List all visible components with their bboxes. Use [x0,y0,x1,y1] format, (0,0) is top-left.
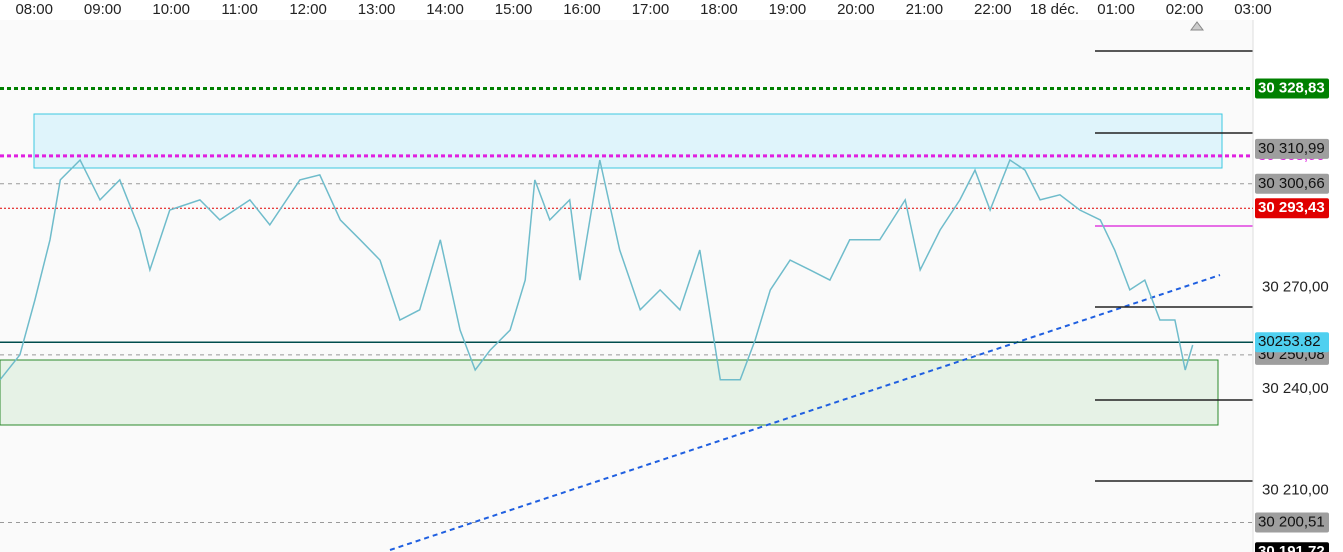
x-tick-label: 18 déc. [1030,1,1079,18]
level-label: 30 293,43 [1258,199,1325,216]
level-label-box [1255,542,1329,552]
level-label-box [1255,198,1329,219]
x-tick-label: 18:00 [700,1,738,18]
x-tick-label: 22:00 [974,1,1012,18]
x-tick-label: 17:00 [632,1,670,18]
x-tick-label: 15:00 [495,1,533,18]
x-tick-label: 21:00 [906,1,944,18]
x-tick-label: 02:00 [1166,1,1204,18]
level-label-box [1255,173,1329,194]
plot-area [0,0,1253,552]
resistance-zone [33,113,1223,169]
x-tick-label: 01:00 [1097,1,1135,18]
level-label-box [1255,332,1329,353]
price-line [0,158,1194,381]
level-label-box [1255,512,1329,533]
level-label: 30 328,83 [1258,79,1325,96]
support-zone [0,359,1219,426]
x-tick-label: 10:00 [152,1,190,18]
x-tick-label: 19:00 [769,1,807,18]
level-label-box [1255,78,1329,99]
trend-line [389,274,1221,551]
x-tick-label: 11:00 [221,1,257,18]
x-tick-label: 08:00 [15,1,53,18]
x-tick-label: 20:00 [837,1,875,18]
x-tick-label: 12:00 [289,1,327,18]
y-tick-label: 30 210,00 [1262,481,1329,498]
y-tick-label: 30 270,00 [1262,278,1329,295]
time-axis [0,0,1343,20]
level-label: 30 191,72 [1258,543,1325,552]
x-tick-label: 16:00 [563,1,601,18]
x-tick-label: 03:00 [1234,1,1272,18]
x-tick-label: 09:00 [84,1,122,18]
level-label: 30 300,66 [1258,175,1325,192]
y-tick-label: 30 240,00 [1262,380,1329,397]
level-marks [1095,50,1253,482]
scroll-marker [1190,21,1204,31]
x-tick-label: 13:00 [358,1,396,18]
level-label: 30 310,99 [1258,140,1325,157]
level-label: 30253.82 [1258,333,1321,350]
level-label: 30 200,51 [1258,514,1325,531]
level-label-box [1255,138,1329,159]
x-tick-label: 14:00 [426,1,464,18]
